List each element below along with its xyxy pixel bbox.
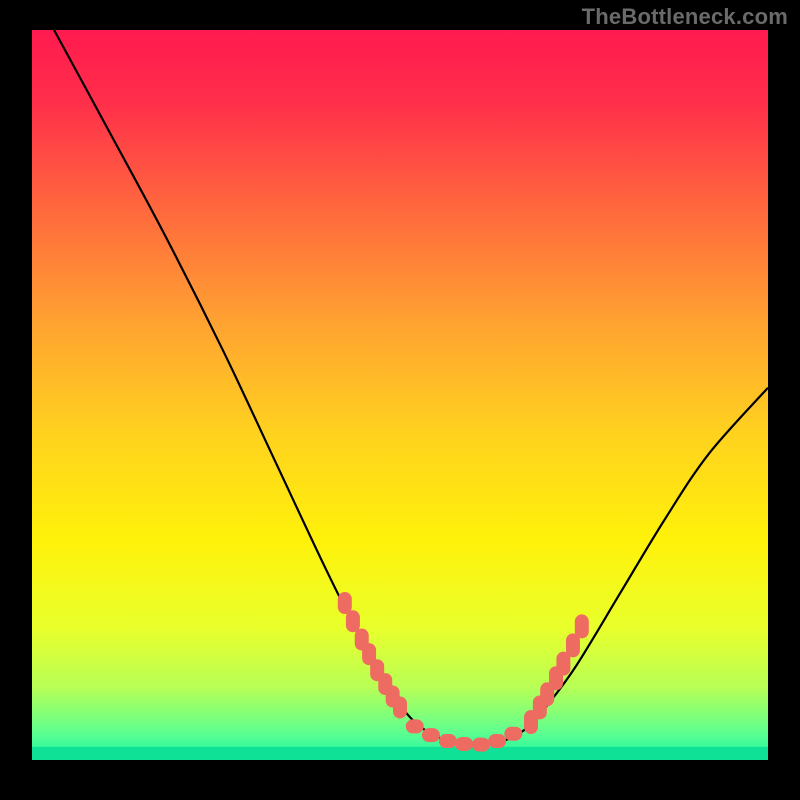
marker-point: [488, 734, 506, 748]
watermark-text: TheBottleneck.com: [582, 4, 788, 30]
marker-point: [346, 610, 360, 632]
gradient-background: [32, 30, 768, 760]
marker-point: [422, 728, 440, 742]
marker-point: [393, 696, 407, 718]
marker-point: [575, 614, 589, 638]
bottom-green-strip: [32, 747, 768, 760]
marker-point: [406, 719, 424, 733]
marker-point: [338, 592, 352, 614]
plot-frame: [32, 30, 768, 760]
marker-point: [504, 727, 522, 741]
marker-point: [472, 738, 490, 752]
chart-svg: [32, 30, 768, 760]
marker-point: [455, 737, 473, 751]
marker-point: [439, 734, 457, 748]
